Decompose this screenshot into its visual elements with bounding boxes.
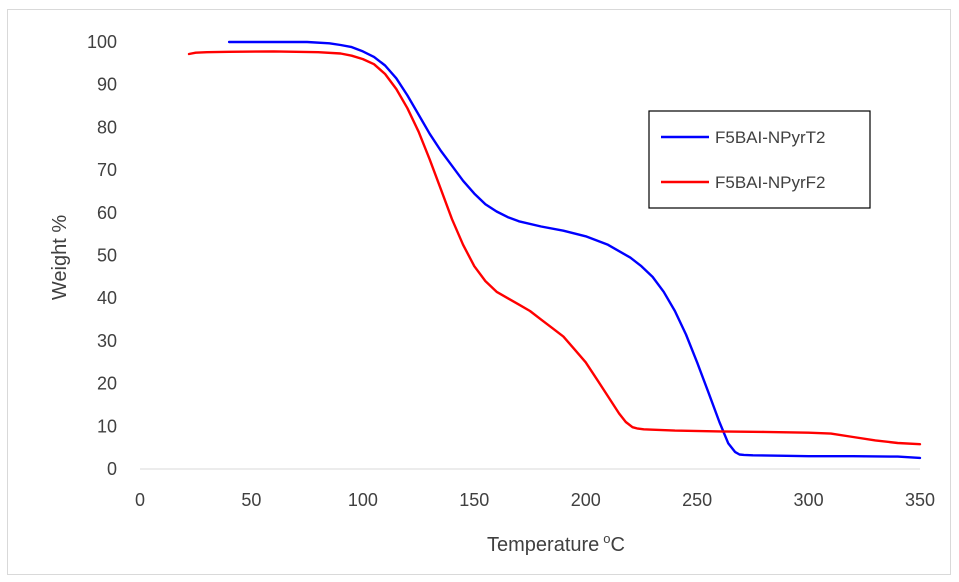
y-tick-label: 40 [97,288,117,308]
y-tick-label: 10 [97,416,117,436]
y-tick-label: 60 [97,203,117,223]
y-tick-label: 90 [97,75,117,95]
x-tick-label: 350 [905,490,935,510]
y-tick-label: 100 [87,32,117,52]
series-line-2 [187,50,922,446]
x-tick-label: 250 [682,490,712,510]
legend-box [648,110,871,209]
series-lines [187,40,922,460]
y-tick-label: 30 [97,331,117,351]
x-tick-label: 0 [135,490,145,510]
x-tick-label: 100 [348,490,378,510]
x-tick-label: 200 [571,490,601,510]
y-tick-label: 70 [97,160,117,180]
y-tick-label: 50 [97,246,117,266]
x-tick-label: 50 [241,490,261,510]
x-tick-labels: 0 50 100 150 200 250 300 350 [135,490,935,510]
series-line-1 [227,40,922,460]
x-tick-label: 300 [794,490,824,510]
legend-label-1: F5BAI-NPyrT2 [715,128,826,147]
y-tick-labels: 0 10 20 30 40 50 60 70 80 90 100 [87,32,117,479]
y-axis-title: Weight % [49,215,71,300]
chart-area [7,9,951,575]
x-axis-title: Temperature oC [487,531,625,556]
legend: F5BAI-NPyrT2 F5BAI-NPyrF2 [648,110,871,209]
y-tick-label: 0 [107,459,117,479]
legend-label-2: F5BAI-NPyrF2 [715,173,826,192]
x-tick-label: 150 [459,490,489,510]
y-tick-label: 80 [97,117,117,137]
y-tick-label: 20 [97,374,117,394]
